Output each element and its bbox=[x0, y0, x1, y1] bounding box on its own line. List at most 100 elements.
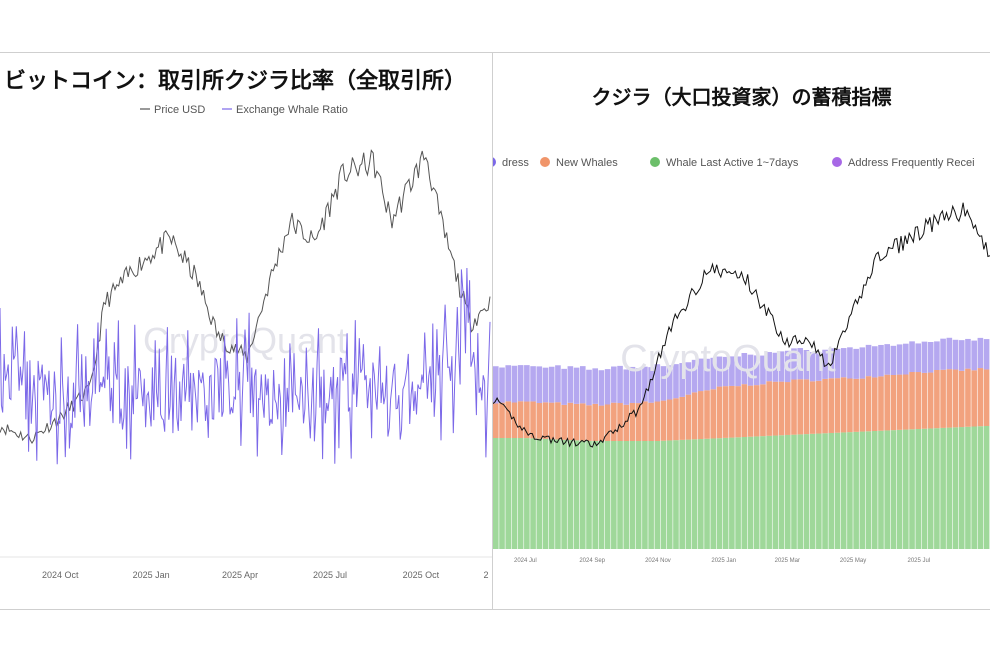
bar-whale-active-segment bbox=[952, 427, 959, 549]
bar-new-whales-segment bbox=[617, 403, 623, 441]
bar-address-frequently-segment bbox=[561, 368, 567, 405]
bar-new-whales-segment bbox=[977, 368, 984, 427]
bar-whale-active-segment bbox=[679, 439, 685, 549]
bar-address-frequently-segment bbox=[623, 369, 630, 405]
bar-address-frequently-segment bbox=[934, 341, 940, 370]
bar-new-whales-segment bbox=[592, 403, 599, 441]
bar-whale-active-segment bbox=[635, 441, 642, 549]
bar-whale-active-segment bbox=[921, 428, 928, 549]
bar-address-frequently-segment bbox=[983, 339, 990, 370]
bar-address-frequently-segment bbox=[927, 341, 934, 373]
bar-new-whales-segment bbox=[859, 378, 866, 432]
price-usd-line bbox=[0, 149, 491, 444]
bar-whale-active-segment bbox=[965, 426, 971, 549]
bar-new-whales-segment bbox=[747, 385, 754, 437]
right-x-axis: 2024 Jul 2024 Sep 2024 Nov 2025 Jan 2025 Mar… bbox=[514, 558, 930, 564]
x-tick-label: 2024 Oct bbox=[42, 570, 79, 580]
bar-whale-active-segment bbox=[871, 430, 878, 549]
bar-new-whales-segment bbox=[722, 386, 729, 438]
bar-whale-active-segment bbox=[859, 431, 866, 549]
bar-new-whales-segment bbox=[791, 379, 797, 435]
bar-address-frequently-segment bbox=[847, 347, 853, 379]
legend-item-label[interactable]: Whale Last Active 1~7days bbox=[666, 157, 799, 169]
x-tick-label: 2025 Jul bbox=[908, 558, 931, 564]
bar-whale-active-segment bbox=[971, 426, 977, 549]
bar-whale-active-segment bbox=[586, 440, 592, 549]
bar-whale-active-segment bbox=[604, 441, 611, 549]
bar-address-frequently-segment bbox=[958, 340, 965, 371]
bar-whale-active-segment bbox=[797, 434, 804, 549]
bar-new-whales-segment bbox=[704, 390, 710, 439]
bar-whale-active-segment bbox=[548, 439, 555, 549]
legend-item-label[interactable]: New Whales bbox=[556, 157, 618, 169]
bar-address-frequently-segment bbox=[685, 362, 692, 395]
bar-new-whales-segment bbox=[853, 378, 859, 432]
bar-whale-active-segment bbox=[623, 441, 630, 549]
bar-whale-active-segment bbox=[747, 436, 754, 549]
bar-whale-active-segment bbox=[536, 438, 543, 549]
bar-whale-active-segment bbox=[617, 441, 623, 549]
bar-address-frequently-segment bbox=[784, 350, 791, 383]
left-chart-svg: CryptoQuant Price USD Exchange Whale Rat… bbox=[0, 104, 492, 580]
bar-address-frequently-segment bbox=[834, 348, 841, 379]
bar-new-whales-segment bbox=[598, 405, 605, 441]
bar-new-whales-segment bbox=[685, 394, 692, 440]
x-tick-label: 2025 Jan bbox=[711, 558, 736, 564]
bar-new-whales-segment bbox=[729, 385, 735, 438]
bar-address-frequently-segment bbox=[592, 368, 599, 404]
bar-address-frequently-segment bbox=[871, 346, 878, 378]
bar-new-whales-segment bbox=[499, 402, 505, 438]
bar-new-whales-segment bbox=[635, 403, 642, 441]
bar-address-frequently-segment bbox=[691, 359, 698, 393]
bar-new-whales-segment bbox=[778, 381, 785, 436]
bar-address-frequently-segment bbox=[524, 365, 530, 402]
bar-whale-active-segment bbox=[704, 438, 710, 549]
bar-whale-active-segment bbox=[890, 430, 897, 549]
bar-address-frequently-segment bbox=[642, 366, 648, 402]
bar-address-frequently-segment bbox=[493, 366, 499, 404]
bar-new-whales-segment bbox=[561, 404, 567, 440]
legend-item-label[interactable]: Address Frequently Recei bbox=[848, 157, 975, 169]
bar-whale-active-segment bbox=[753, 436, 760, 549]
legend-swatch-icon bbox=[540, 157, 550, 167]
legend-price-label[interactable]: Price USD bbox=[154, 104, 205, 116]
bar-address-frequently-segment bbox=[772, 352, 779, 382]
bar-address-frequently-segment bbox=[511, 365, 518, 403]
bar-address-frequently-segment bbox=[909, 341, 915, 372]
bar-address-frequently-segment bbox=[778, 351, 785, 382]
bar-new-whales-segment bbox=[834, 378, 841, 433]
bar-address-frequently-segment bbox=[822, 349, 828, 379]
bar-whale-active-segment bbox=[915, 429, 922, 549]
bar-whale-active-segment bbox=[710, 438, 717, 549]
legend-swatch-icon bbox=[650, 157, 660, 167]
right-watermark: CryptoQuant bbox=[620, 338, 836, 380]
bar-address-frequently-segment bbox=[604, 369, 611, 405]
bar-new-whales-segment bbox=[710, 389, 717, 439]
bar-address-frequently-segment bbox=[666, 365, 673, 400]
bar-whale-active-segment bbox=[542, 438, 549, 549]
bar-address-frequently-segment bbox=[828, 348, 835, 379]
bar-address-frequently-segment bbox=[648, 367, 654, 403]
bar-new-whales-segment bbox=[784, 382, 791, 435]
bar-whale-active-segment bbox=[778, 435, 785, 549]
bar-new-whales-segment bbox=[629, 402, 636, 441]
bar-whale-active-segment bbox=[983, 426, 990, 549]
bar-address-frequently-segment bbox=[791, 348, 797, 380]
bar-address-frequently-segment bbox=[598, 370, 605, 406]
bar-address-frequently-segment bbox=[803, 350, 810, 380]
bar-address-frequently-segment bbox=[555, 365, 561, 403]
right-chart-panel: クジラ（大口投資家）の蓄積指標 dress New Whales Whale Las… bbox=[492, 52, 990, 610]
legend-ratio-label[interactable]: Exchange Whale Ratio bbox=[236, 104, 348, 116]
bar-whale-active-segment bbox=[803, 434, 810, 549]
bar-address-frequently-segment bbox=[735, 356, 741, 387]
bar-new-whales-segment bbox=[741, 384, 748, 438]
bar-whale-active-segment bbox=[654, 441, 661, 549]
legend-item-label[interactable]: dress bbox=[502, 157, 529, 169]
bar-whale-active-segment bbox=[722, 437, 729, 549]
bar-new-whales-segment bbox=[642, 401, 648, 441]
bar-whale-active-segment bbox=[561, 439, 567, 549]
bar-address-frequently-segment bbox=[946, 337, 953, 370]
x-tick-label: 2025 Jul bbox=[313, 570, 347, 580]
bar-new-whales-segment bbox=[716, 386, 723, 439]
bar-new-whales-segment bbox=[579, 403, 586, 441]
